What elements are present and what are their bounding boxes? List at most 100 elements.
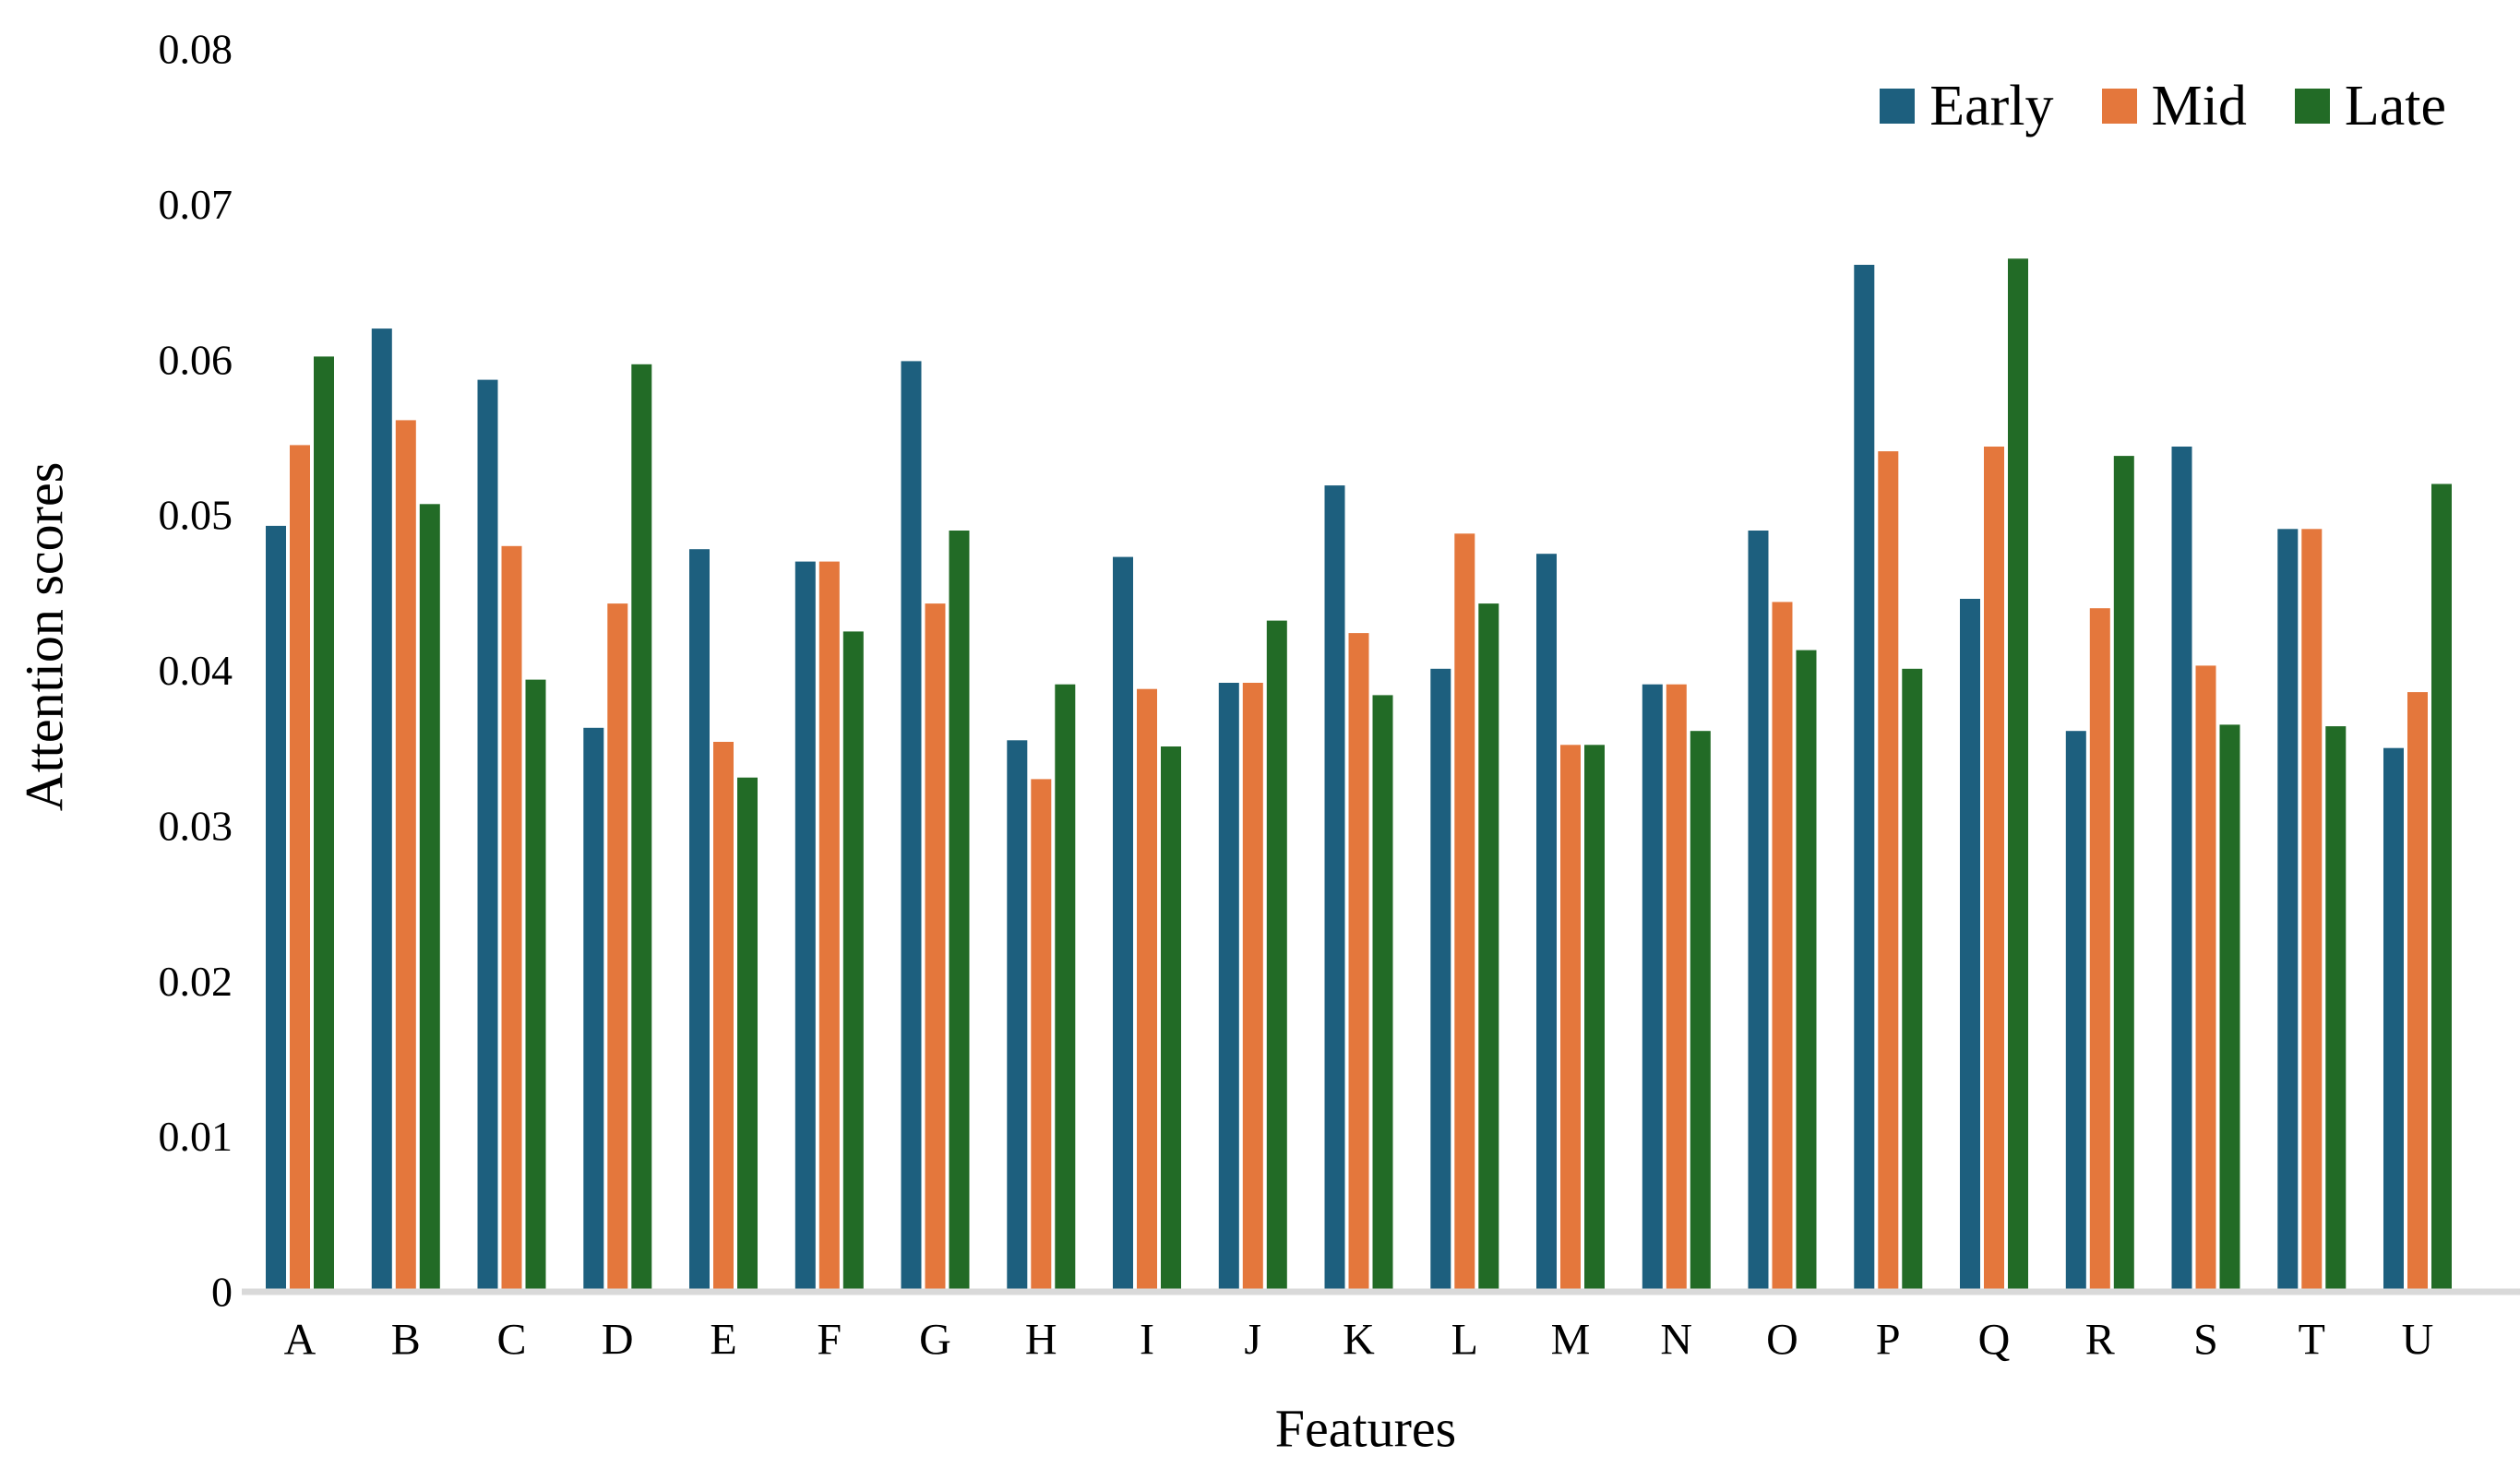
x-tick-label: S bbox=[2193, 1316, 2218, 1365]
bar-early-U bbox=[2383, 747, 2404, 1289]
bar-mid-D bbox=[607, 603, 628, 1289]
bar-early-L bbox=[1430, 668, 1451, 1289]
bar-late-F bbox=[842, 631, 864, 1289]
x-tick-label: J bbox=[1244, 1316, 1261, 1365]
bar-late-K bbox=[1372, 695, 1393, 1289]
bar-mid-U bbox=[2407, 692, 2428, 1289]
x-tick-label: C bbox=[496, 1316, 526, 1365]
bar-late-L bbox=[1478, 603, 1499, 1289]
bar-early-A bbox=[266, 525, 286, 1289]
bar-mid-N bbox=[1666, 684, 1687, 1289]
y-tick-label: 0.01 bbox=[159, 1113, 233, 1160]
bar-early-R bbox=[2065, 731, 2086, 1289]
y-tick-label: 0.03 bbox=[159, 802, 233, 849]
x-tick-label: A bbox=[284, 1316, 316, 1365]
bar-late-J bbox=[1266, 620, 1287, 1289]
x-tick-label: K bbox=[1343, 1316, 1375, 1365]
bar-late-I bbox=[1161, 746, 1181, 1289]
legend-item-late: Late bbox=[2294, 78, 2446, 135]
legend-label: Mid bbox=[2151, 75, 2247, 137]
legend-item-early: Early bbox=[1880, 75, 2054, 137]
bar-mid-L bbox=[1454, 533, 1475, 1289]
x-tick-label: Q bbox=[1978, 1316, 2011, 1365]
x-tick-label: I bbox=[1140, 1316, 1154, 1365]
bar-late-R bbox=[2113, 456, 2134, 1290]
x-tick-label: F bbox=[817, 1316, 842, 1365]
bar-mid-B bbox=[395, 420, 416, 1289]
bar-early-T bbox=[2277, 529, 2299, 1289]
x-axis-title: Features bbox=[1275, 1399, 1457, 1459]
bar-late-P bbox=[1902, 668, 1923, 1289]
bar-late-C bbox=[525, 679, 546, 1289]
bar-mid-G bbox=[925, 603, 946, 1289]
y-tick-label: 0.04 bbox=[159, 647, 233, 694]
bar-mid-K bbox=[1348, 633, 1369, 1289]
y-tick-label: 0 bbox=[211, 1269, 233, 1316]
bar-early-J bbox=[1218, 683, 1239, 1289]
bar-late-E bbox=[737, 777, 758, 1289]
bar-mid-F bbox=[818, 561, 840, 1289]
bar-early-B bbox=[371, 328, 392, 1290]
y-axis-title: Attention scores bbox=[15, 462, 75, 812]
bar-late-H bbox=[1055, 684, 1076, 1289]
bar-mid-Q bbox=[1984, 447, 2004, 1289]
legend-label: Early bbox=[1929, 75, 2054, 137]
x-tick-label: N bbox=[1660, 1316, 1692, 1365]
x-tick-label: H bbox=[1025, 1316, 1057, 1365]
legend-swatch-late bbox=[2294, 89, 2330, 124]
bar-early-D bbox=[583, 727, 604, 1289]
bar-late-U bbox=[2431, 483, 2452, 1289]
bar-late-T bbox=[2325, 726, 2347, 1289]
bar-mid-S bbox=[2195, 665, 2216, 1289]
x-tick-label: B bbox=[391, 1316, 421, 1365]
x-tick-label: P bbox=[1876, 1316, 1901, 1365]
y-tick-label: 0.05 bbox=[159, 492, 233, 539]
bar-late-D bbox=[631, 364, 652, 1289]
bar-mid-J bbox=[1242, 683, 1263, 1289]
x-tick-label: O bbox=[1766, 1316, 1798, 1365]
legend-swatch-early bbox=[1880, 89, 1916, 124]
x-tick-label: E bbox=[710, 1316, 736, 1365]
bar-mid-O bbox=[1772, 602, 1793, 1289]
x-tick-label: R bbox=[2085, 1316, 2115, 1365]
bar-mid-M bbox=[1560, 745, 1581, 1289]
bar-early-K bbox=[1324, 485, 1345, 1289]
x-tick-label: M bbox=[1551, 1316, 1591, 1365]
x-tick-label: D bbox=[602, 1316, 634, 1365]
bar-mid-H bbox=[1031, 779, 1052, 1289]
bar-early-Q bbox=[1960, 599, 1980, 1289]
bar-early-S bbox=[2171, 447, 2192, 1289]
y-tick-label: 0.08 bbox=[159, 26, 233, 73]
bar-late-A bbox=[314, 356, 334, 1289]
bar-early-I bbox=[1113, 556, 1133, 1289]
bar-early-P bbox=[1854, 265, 1875, 1289]
y-tick-label: 0.06 bbox=[159, 336, 233, 383]
bar-early-O bbox=[1748, 531, 1769, 1289]
bar-late-G bbox=[949, 531, 970, 1289]
bar-late-M bbox=[1584, 745, 1605, 1289]
bar-early-G bbox=[901, 361, 922, 1289]
y-tick-label: 0.07 bbox=[159, 181, 233, 228]
legend-item-mid: Mid bbox=[2101, 75, 2247, 137]
bar-late-S bbox=[2219, 724, 2240, 1289]
x-tick-label: T bbox=[2299, 1316, 2325, 1365]
bar-early-E bbox=[689, 549, 710, 1289]
bar-mid-P bbox=[1878, 451, 1899, 1290]
bar-late-O bbox=[1796, 650, 1817, 1289]
bar-mid-T bbox=[2301, 529, 2323, 1289]
bar-early-M bbox=[1536, 554, 1557, 1289]
x-tick-label: L bbox=[1451, 1316, 1478, 1365]
bar-mid-E bbox=[713, 742, 734, 1289]
bar-late-B bbox=[419, 504, 440, 1289]
bar-late-N bbox=[1690, 731, 1711, 1289]
x-tick-label: U bbox=[2402, 1316, 2434, 1365]
y-tick-label: 0.02 bbox=[159, 958, 233, 1005]
bar-early-C bbox=[477, 379, 498, 1290]
bar-mid-C bbox=[501, 545, 522, 1289]
bar-early-H bbox=[1007, 740, 1028, 1289]
bar-mid-A bbox=[290, 445, 310, 1289]
legend-swatch-mid bbox=[2101, 89, 2137, 124]
bar-mid-I bbox=[1137, 688, 1157, 1289]
